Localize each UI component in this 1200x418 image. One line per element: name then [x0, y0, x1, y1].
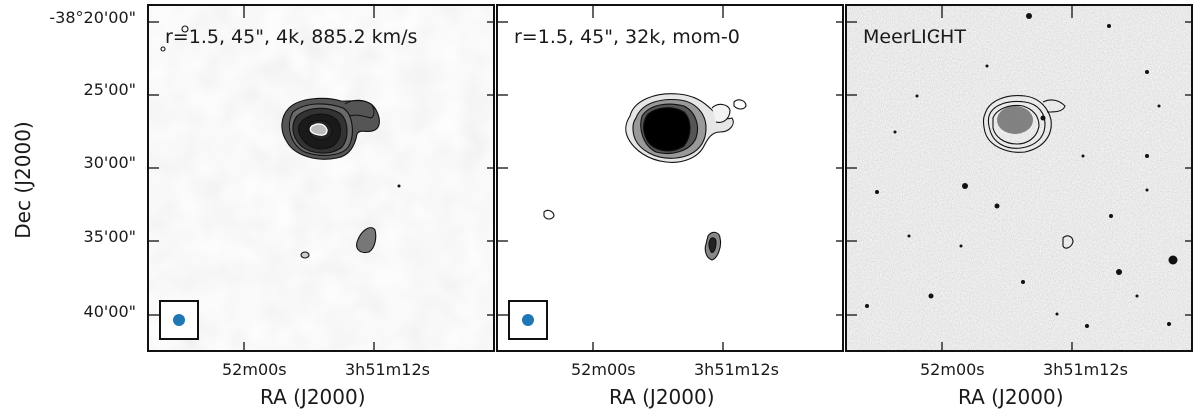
beam-box: [508, 300, 548, 340]
panel-label: r=1.5, 45", 4k, 885.2 km/s: [165, 26, 418, 48]
panel-label: MeerLICHT: [863, 26, 966, 48]
x-tick-label: 52m00s: [222, 360, 287, 379]
panel-label: r=1.5, 45", 32k, mom-0: [514, 26, 740, 48]
x-axis-label: RA (J2000): [260, 385, 366, 409]
x-tick-label: 52m00s: [920, 360, 985, 379]
y-tick-label: 30'00": [83, 153, 136, 172]
beam-dot: [522, 314, 534, 326]
axis-ticks: [847, 6, 1191, 350]
panel-channel-map: r=1.5, 45", 4k, 885.2 km/s: [147, 4, 495, 352]
mom0-map-image: [498, 6, 842, 350]
channel-map-image: [149, 6, 493, 350]
beam-box: [159, 300, 199, 340]
axis-ticks: [498, 6, 842, 350]
x-axis-label: RA (J2000): [958, 385, 1064, 409]
y-tick-label: 35'00": [83, 227, 136, 246]
x-axis-label: RA (J2000): [609, 385, 715, 409]
x-tick-label: 52m00s: [571, 360, 636, 379]
x-tick-label: 3h51m12s: [345, 360, 430, 379]
panel-optical-image: MeerLICHT: [845, 4, 1193, 352]
y-axis-label: Dec (J2000): [11, 121, 35, 239]
optical-image: [847, 6, 1191, 350]
x-tick-label: 3h51m12s: [1043, 360, 1128, 379]
axis-ticks: [149, 6, 493, 350]
y-tick-label: 40'00": [83, 302, 136, 321]
beam-dot: [173, 314, 185, 326]
panel-mom0-map: r=1.5, 45", 32k, mom-0: [496, 4, 844, 352]
x-tick-label: 3h51m12s: [694, 360, 779, 379]
y-tick-label: -38°20'00": [49, 8, 136, 27]
y-tick-label: 25'00": [83, 80, 136, 99]
